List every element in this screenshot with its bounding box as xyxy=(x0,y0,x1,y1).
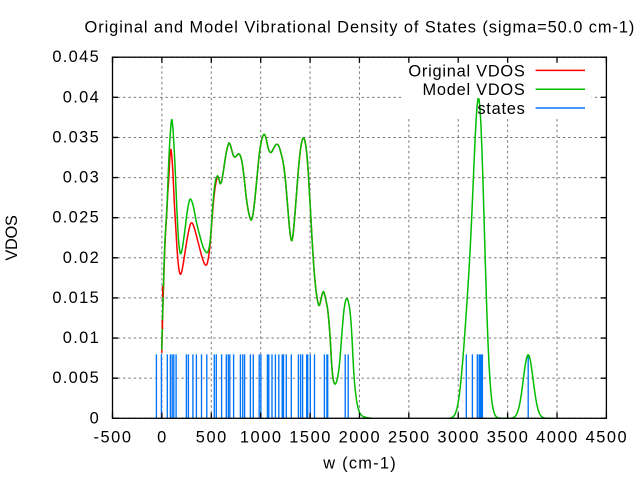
svg-text:-500: -500 xyxy=(93,429,132,447)
svg-text:Original and Model Vibrational: Original and Model Vibrational Density o… xyxy=(85,18,636,36)
svg-text:0: 0 xyxy=(90,409,100,427)
svg-text:0: 0 xyxy=(157,429,168,447)
svg-text:0.02: 0.02 xyxy=(63,249,100,267)
svg-text:0.035: 0.035 xyxy=(52,128,100,146)
svg-text:Model VDOS: Model VDOS xyxy=(422,81,525,99)
svg-text:0.01: 0.01 xyxy=(63,329,100,347)
svg-text:1500: 1500 xyxy=(289,429,332,447)
svg-text:states: states xyxy=(477,100,525,118)
svg-text:2000: 2000 xyxy=(339,429,382,447)
svg-text:0.015: 0.015 xyxy=(52,289,100,307)
svg-text:4000: 4000 xyxy=(536,429,579,447)
svg-text:500: 500 xyxy=(196,429,228,447)
svg-text:0.005: 0.005 xyxy=(52,369,100,387)
svg-text:4500: 4500 xyxy=(586,429,629,447)
svg-text:3000: 3000 xyxy=(437,429,480,447)
svg-text:1000: 1000 xyxy=(240,429,283,447)
svg-text:0.04: 0.04 xyxy=(63,88,100,106)
svg-text:VDOS: VDOS xyxy=(3,215,21,261)
svg-text:3500: 3500 xyxy=(487,429,530,447)
svg-text:0.045: 0.045 xyxy=(52,48,100,66)
svg-text:Original VDOS: Original VDOS xyxy=(408,62,525,80)
svg-text:w (cm-1): w (cm-1) xyxy=(322,454,397,472)
svg-text:2500: 2500 xyxy=(388,429,431,447)
svg-text:0.03: 0.03 xyxy=(63,169,100,187)
svg-text:0.025: 0.025 xyxy=(52,209,100,227)
